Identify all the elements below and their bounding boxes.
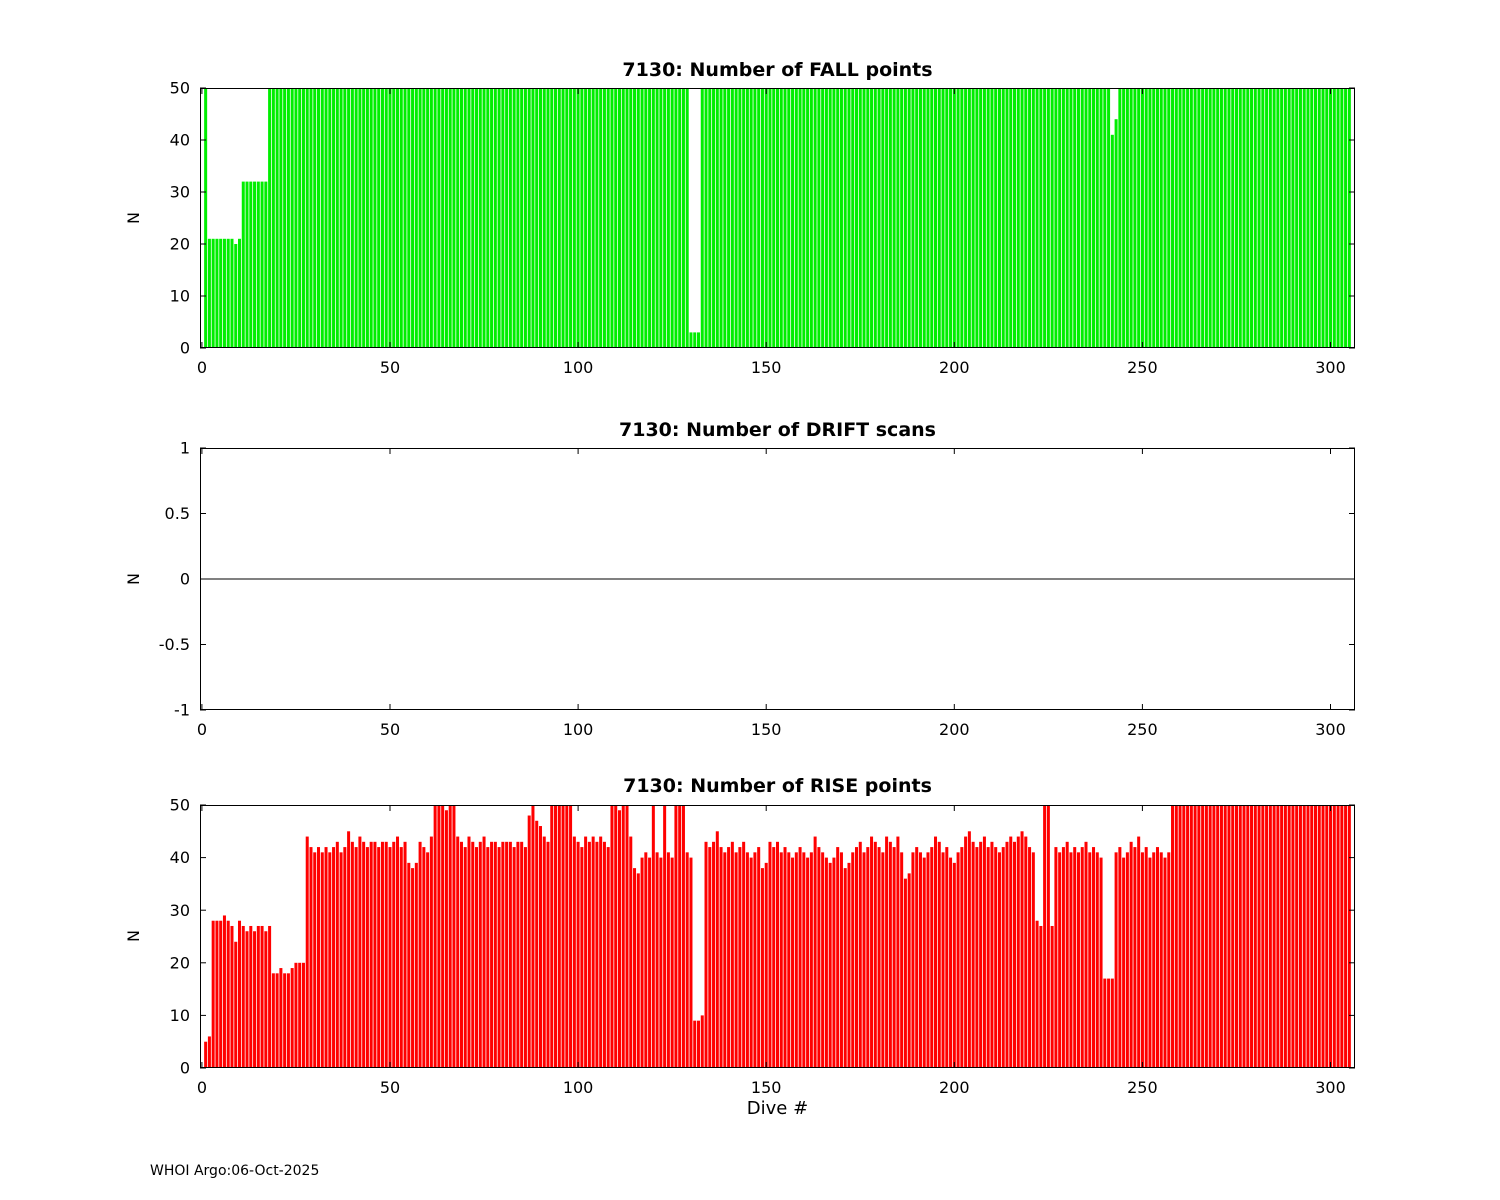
svg-text:30: 30: [170, 901, 190, 920]
rise-chart-plot-area: 0 50 100 150 200 250 300 0 10 20 30 40 50: [170, 796, 1355, 1097]
drift-y-axis-label: N: [124, 573, 143, 585]
svg-text:50: 50: [380, 358, 400, 377]
drift-axes-box: [200, 447, 1355, 711]
svg-text:150: 150: [751, 358, 782, 377]
svg-text:-1: -1: [174, 701, 190, 720]
rise-axes-box: [200, 804, 1355, 1069]
rise-chart-title: 7130: Number of RISE points: [623, 775, 932, 797]
svg-text:40: 40: [170, 848, 190, 867]
x-axis-label: Dive #: [746, 1098, 809, 1119]
svg-text:200: 200: [939, 358, 970, 377]
drift-chart-title: 7130: Number of DRIFT scans: [619, 419, 936, 441]
svg-text:0: 0: [180, 1059, 190, 1078]
svg-text:20: 20: [170, 953, 190, 972]
svg-text:10: 10: [170, 1006, 190, 1025]
rise-bars: [204, 805, 1351, 1068]
svg-text:300: 300: [1315, 720, 1346, 739]
svg-text:50: 50: [170, 796, 190, 815]
fall-bars: [204, 88, 1351, 348]
drift-chart-plot-area: 0 50 100 150 200 250 300 -1 -0.5 0 0.5 1: [159, 439, 1355, 739]
drift-tick-labels: 0 50 100 150 200 250 300 -1 -0.5 0 0.5 1: [159, 439, 1346, 739]
svg-text:100: 100: [563, 1078, 594, 1097]
svg-text:0: 0: [180, 339, 190, 358]
svg-text:30: 30: [170, 183, 190, 202]
svg-text:100: 100: [563, 358, 594, 377]
fall-chart-title: 7130: Number of FALL points: [622, 59, 933, 81]
svg-text:0: 0: [180, 570, 190, 589]
fall-tick-labels: 0 50 100 150 200 250 300 0 10 20 30 40 50: [170, 79, 1346, 377]
svg-text:50: 50: [170, 79, 190, 98]
svg-text:-0.5: -0.5: [159, 635, 190, 654]
svg-text:0: 0: [197, 358, 207, 377]
svg-text:1: 1: [180, 439, 190, 458]
svg-text:50: 50: [380, 720, 400, 739]
svg-text:150: 150: [751, 720, 782, 739]
svg-text:300: 300: [1315, 1078, 1346, 1097]
svg-text:0: 0: [197, 720, 207, 739]
svg-text:40: 40: [170, 131, 190, 150]
svg-text:250: 250: [1127, 720, 1158, 739]
svg-text:200: 200: [939, 1078, 970, 1097]
rise-tick-labels: 0 50 100 150 200 250 300 0 10 20 30 40 50: [170, 796, 1346, 1097]
svg-text:250: 250: [1127, 1078, 1158, 1097]
svg-text:150: 150: [751, 1078, 782, 1097]
svg-text:200: 200: [939, 720, 970, 739]
svg-text:300: 300: [1315, 358, 1346, 377]
watermark-text: WHOI Argo:06-Oct-2025: [150, 1163, 320, 1179]
svg-text:50: 50: [380, 1078, 400, 1097]
svg-text:0: 0: [197, 1078, 207, 1097]
fall-axes-box: [200, 87, 1355, 349]
svg-text:20: 20: [170, 235, 190, 254]
svg-text:100: 100: [563, 720, 594, 739]
rise-y-axis-label: N: [124, 930, 143, 942]
fall-chart-plot-area: 0 50 100 150 200 250 300 0 10 20 30 40 50: [170, 79, 1355, 377]
fall-y-axis-label: N: [124, 212, 143, 224]
svg-text:250: 250: [1127, 358, 1158, 377]
svg-text:10: 10: [170, 287, 190, 306]
svg-text:0.5: 0.5: [165, 504, 190, 523]
